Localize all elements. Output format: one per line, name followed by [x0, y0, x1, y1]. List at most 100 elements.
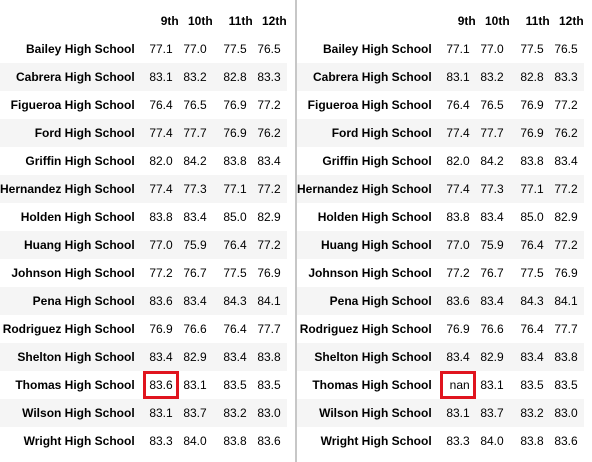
row-index-label: Thomas High School [15, 378, 135, 392]
table-cell: 83.3 [149, 434, 173, 448]
row-index-label: Hernandez High School [297, 182, 432, 196]
table-cell: 83.1 [480, 378, 504, 392]
table-cell: 83.0 [554, 406, 578, 420]
table-cell: 82.0 [149, 154, 173, 168]
table-cell: 83.2 [183, 70, 207, 84]
table-cell: 77.1 [223, 182, 247, 196]
table-cell: 77.5 [520, 266, 544, 280]
row-index-label: Bailey High School [26, 42, 135, 56]
table-cell: 83.8 [223, 434, 247, 448]
table-cell: 83.4 [257, 154, 281, 168]
table-cell: 76.9 [520, 126, 544, 140]
row-index-label: Pena High School [329, 294, 432, 308]
table-cell: 83.8 [520, 154, 544, 168]
table-cell: 83.0 [257, 406, 281, 420]
row-index-label: Griffin High School [322, 154, 432, 168]
table-cell: 83.4 [183, 294, 207, 308]
table-cell: 83.1 [149, 406, 173, 420]
table-cell: 77.2 [554, 98, 578, 112]
table-row: Johnson High School 77.2 76.7 77.5 76.9 [0, 259, 287, 287]
table-row: Griffin High School 82.0 84.2 83.8 83.4 [297, 147, 584, 175]
table-cell: 75.9 [183, 238, 207, 252]
table-row: Johnson High School 77.2 76.7 77.5 76.9 [297, 259, 584, 287]
table-cell: 76.9 [223, 98, 247, 112]
table-cell: 85.0 [223, 210, 247, 224]
table-cell: 76.4 [149, 98, 173, 112]
table-cell: 77.4 [149, 126, 173, 140]
row-index-label: Figueroa High School [307, 98, 432, 112]
row-index-label: Thomas High School [312, 378, 432, 392]
row-index-label: Hernandez High School [0, 182, 135, 196]
table-cell: 76.5 [554, 42, 578, 56]
table-row: Holden High School 83.8 83.4 85.0 82.9 [297, 203, 584, 231]
table-cell: 83.6 [257, 434, 281, 448]
table-cell: 76.5 [480, 98, 504, 112]
table-cell: 77.2 [257, 238, 281, 252]
table-cell: 84.1 [554, 294, 578, 308]
table-row: Figueroa High School 76.4 76.5 76.9 77.2 [297, 91, 584, 119]
table-cell: 77.4 [149, 182, 173, 196]
row-index-label: Rodriguez High School [2, 322, 135, 336]
table-row: Cabrera High School 83.1 83.2 82.8 83.3 [0, 63, 287, 91]
table-row: Wilson High School 83.1 83.7 83.2 83.0 [0, 399, 287, 427]
table-cell: 77.5 [223, 266, 247, 280]
table-cell: 75.9 [480, 238, 504, 252]
left-dataframe-table: 9th 10th 11th 12th Bailey High School 77.… [0, 7, 287, 455]
table-cell: 76.4 [520, 238, 544, 252]
table-cell: 77.0 [149, 238, 173, 252]
table-row: Wright High School 83.3 84.0 83.8 83.6 [0, 427, 287, 455]
table-cell: 82.0 [446, 154, 470, 168]
table-cell: 76.5 [183, 98, 207, 112]
row-index-label: Wright High School [23, 434, 135, 448]
table-cell: 77.4 [446, 182, 470, 196]
highlighted-cell: 83.6 [142, 371, 179, 399]
table-cell: 77.7 [257, 322, 281, 336]
table-cell: 83.1 [446, 406, 470, 420]
table-row: Holden High School 83.8 83.4 85.0 82.9 [0, 203, 287, 231]
table-cell: 76.6 [183, 322, 207, 336]
table-cell: 83.8 [257, 350, 281, 364]
table-cell: 77.1 [149, 42, 173, 56]
row-index-label: Bailey High School [323, 42, 432, 56]
table-cell: 77.7 [480, 126, 504, 140]
index-header-cell [0, 7, 143, 35]
row-index-label: Holden High School [20, 210, 135, 224]
table-cell: 77.0 [183, 42, 207, 56]
table-row: Thomas High School nan 83.1 83.5 83.5 [297, 371, 584, 399]
table-cell: 84.0 [183, 434, 207, 448]
row-index-label: Figueroa High School [10, 98, 135, 112]
row-index-label: Pena High School [32, 294, 135, 308]
table-cell: 77.5 [223, 42, 247, 56]
table-cell: 77.4 [446, 126, 470, 140]
right-table-body: Bailey High School 77.1 77.0 77.5 76.5 Cabrer… [297, 35, 584, 455]
table-cell: 82.9 [183, 350, 207, 364]
table-cell: 83.1 [149, 70, 173, 84]
table-cell: 83.2 [480, 70, 504, 84]
table-row: Wright High School 83.3 84.0 83.8 83.6 [297, 427, 584, 455]
column-header: 11th [525, 14, 550, 28]
left-table-body: Bailey High School 77.1 77.0 77.5 76.5 Cabrer… [0, 35, 287, 455]
row-index-label: Shelton High School [17, 350, 135, 364]
table-row: Ford High School 77.4 77.7 76.9 76.2 [297, 119, 584, 147]
table-row: Pena High School 83.6 83.4 84.3 84.1 [297, 287, 584, 315]
table-cell: 76.9 [257, 266, 281, 280]
index-header-cell [297, 7, 440, 35]
table-cell: 83.6 [446, 294, 470, 308]
table-cell: 77.2 [446, 266, 470, 280]
table-cell: 76.2 [554, 126, 578, 140]
table-cell: 83.2 [520, 406, 544, 420]
table-cell: 83.7 [480, 406, 504, 420]
table-cell: 84.1 [257, 294, 281, 308]
row-index-label: Johnson High School [11, 266, 135, 280]
table-cell: 84.0 [480, 434, 504, 448]
table-row: Bailey High School 77.1 77.0 77.5 76.5 [0, 35, 287, 63]
table-cell: 76.7 [480, 266, 504, 280]
row-index-label: Johnson High School [308, 266, 432, 280]
table-row: Bailey High School 77.1 77.0 77.5 76.5 [297, 35, 584, 63]
table-cell: 82.9 [257, 210, 281, 224]
table-cell: 76.5 [257, 42, 281, 56]
table-cell: 84.3 [223, 294, 247, 308]
row-index-label: Cabrera High School [313, 70, 432, 84]
table-row: Hernandez High School 77.4 77.3 77.1 77.2 [297, 175, 584, 203]
table-row: Hernandez High School 77.4 77.3 77.1 77.2 [0, 175, 287, 203]
